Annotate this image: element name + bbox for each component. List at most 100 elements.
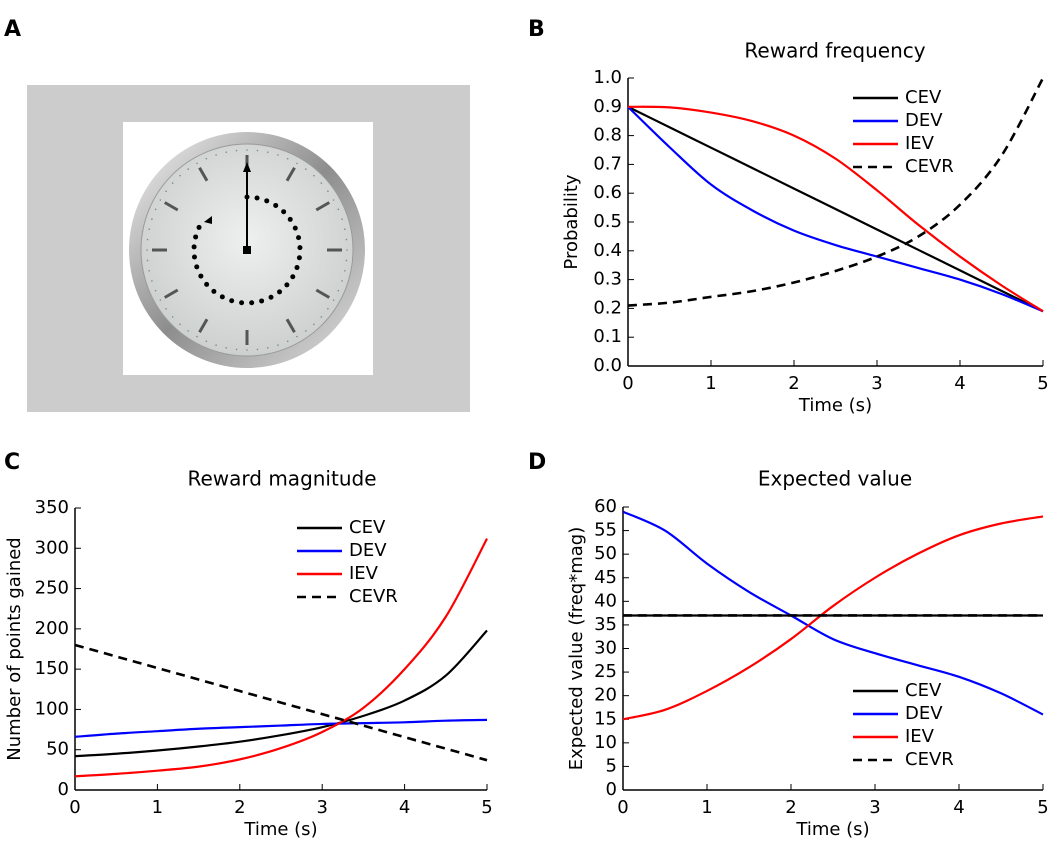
minute-dot [215, 154, 217, 156]
progress-dot [198, 273, 204, 279]
progress-dot [219, 294, 225, 300]
y-tick-label: 0.8 [593, 125, 622, 146]
x-tick-label: 0 [617, 797, 628, 818]
line-series [74, 718, 488, 738]
minute-dot [179, 174, 181, 177]
minute-dot [187, 330, 190, 332]
progress-dot [254, 195, 260, 201]
minute-dot [235, 348, 238, 351]
progress-dot [239, 300, 245, 306]
line-series [74, 538, 488, 778]
y-tick-label: 0 [58, 779, 69, 800]
y-tick-label: 0.3 [593, 269, 622, 290]
line-series [622, 510, 1044, 716]
x-axis-label: Time (s) [795, 819, 869, 840]
x-tick-label: 3 [869, 797, 880, 818]
x-tick-label: 1 [701, 797, 712, 818]
progress-dot [268, 294, 274, 300]
x-tick-label: 0 [622, 373, 633, 394]
progress-dot [296, 255, 302, 261]
x-tick-label: 5 [481, 797, 492, 818]
legend-label: CEV [905, 87, 942, 108]
y-tick-label: 0.0 [593, 355, 622, 376]
minute-dot [165, 307, 167, 310]
minute-dot [146, 249, 148, 251]
minute-dot [337, 289, 340, 292]
minute-dot [171, 316, 174, 318]
x-tick-label: 1 [705, 373, 716, 394]
hour-mark [315, 201, 331, 212]
x-tick-label: 1 [152, 797, 163, 818]
y-tick-label: 50 [46, 739, 69, 760]
minute-dot [187, 168, 190, 170]
minute-dot [313, 174, 315, 177]
minute-dot [154, 208, 157, 211]
legend-label: DEV [905, 110, 943, 131]
progress-dot [211, 288, 217, 294]
progress-dot [264, 198, 270, 204]
y-tick-label: 35 [594, 614, 617, 635]
line-series [622, 515, 1044, 721]
x-tick-label: 4 [953, 797, 964, 818]
y-tick-label: 10 [594, 732, 617, 753]
progress-dot [281, 209, 287, 215]
hour-mark [163, 201, 179, 212]
line-series [74, 643, 488, 762]
x-tick-label: 2 [785, 797, 796, 818]
minute-dot [171, 182, 174, 184]
chart-title: Reward magnitude [187, 467, 376, 491]
minute-dot [341, 280, 343, 282]
minute-dot [304, 168, 307, 170]
progress-dot [191, 244, 197, 250]
progress-dot [273, 202, 279, 208]
progress-dot [277, 289, 283, 295]
minute-dot [296, 162, 298, 165]
minute-dot [277, 344, 279, 346]
minute-dot [320, 182, 323, 184]
minute-dot [346, 249, 348, 251]
hour-mark [285, 166, 296, 182]
y-tick-label: 0.4 [593, 240, 622, 261]
x-tick-label: 3 [316, 797, 327, 818]
minute-dot [327, 307, 329, 310]
x-tick-label: 3 [871, 373, 882, 394]
minute-dot [277, 154, 279, 156]
minute-dot [344, 228, 346, 231]
chart-title: Expected value [758, 467, 912, 491]
minute-dot [332, 299, 335, 301]
legend-label: DEV [349, 540, 387, 561]
minute-dot [159, 299, 162, 301]
progress-dot [294, 265, 300, 271]
minute-dot [327, 190, 329, 193]
minute-dot [151, 218, 153, 220]
minute-dot [205, 340, 208, 343]
minute-dot [159, 199, 162, 201]
minute-dot [286, 340, 289, 343]
minute-dot [165, 190, 167, 193]
hub [243, 246, 251, 254]
x-tick-label: 4 [399, 797, 410, 818]
x-tick-label: 2 [234, 797, 245, 818]
y-tick-label: 200 [35, 618, 69, 639]
progress-dot [259, 298, 265, 304]
x-axis-label: Time (s) [243, 819, 317, 840]
minute-dot [148, 228, 150, 231]
panel-label: A [4, 17, 21, 42]
y-tick-label: 0.9 [593, 96, 622, 117]
x-tick-label: 5 [1037, 373, 1048, 394]
y-tick-label: 350 [35, 497, 69, 518]
minute-dot [246, 349, 248, 351]
progress-dot [196, 224, 202, 230]
hour-mark [163, 288, 179, 299]
panel-label: C [4, 450, 20, 475]
y-tick-label: 55 [594, 520, 617, 541]
x-tick-label: 2 [788, 373, 799, 394]
minute-dot [296, 335, 298, 338]
y-tick-label: 60 [594, 496, 617, 517]
minute-dot [196, 335, 198, 338]
minute-dot [313, 323, 315, 326]
y-tick-label: 20 [594, 685, 617, 706]
legend-label: CEV [349, 517, 386, 538]
progress-dot [297, 245, 303, 251]
y-tick-label: 30 [594, 638, 617, 659]
